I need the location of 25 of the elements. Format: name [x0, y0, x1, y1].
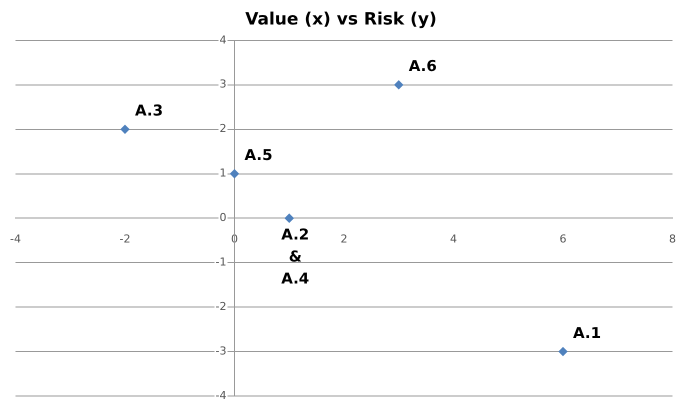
y-tick-label: -3 [216, 344, 226, 358]
x-tick-label: 6 [560, 232, 566, 246]
x-tick-label: 8 [669, 232, 676, 246]
y-tick-label: 0 [219, 211, 226, 224]
point [394, 80, 404, 90]
annotation: A.6 [408, 57, 437, 76]
point [558, 347, 568, 356]
annotation: A.5 [244, 146, 273, 164]
x-tick-label: -4 [10, 232, 21, 246]
annotation: A.3 [134, 102, 164, 120]
annotation: A.1 [573, 324, 602, 342]
y-tick-label: 1 [219, 166, 226, 180]
y-tick-label: 4 [219, 33, 226, 46]
y-tick-label: -4 [216, 388, 226, 401]
x-tick-label: 2 [340, 232, 348, 246]
y-tick-label: 3 [219, 78, 226, 91]
x-tick-label: -2 [120, 232, 130, 246]
y-tick-label: 2 [219, 122, 226, 136]
point [230, 169, 239, 178]
chart-title: Value (x) vs Risk (y) [245, 10, 437, 30]
y-tick-label: -2 [216, 300, 226, 313]
point [120, 124, 130, 134]
x-tick-label: 4 [450, 232, 457, 246]
annotation: A.2 & A.4 [281, 226, 310, 288]
y-tick-label: -1 [216, 256, 226, 269]
